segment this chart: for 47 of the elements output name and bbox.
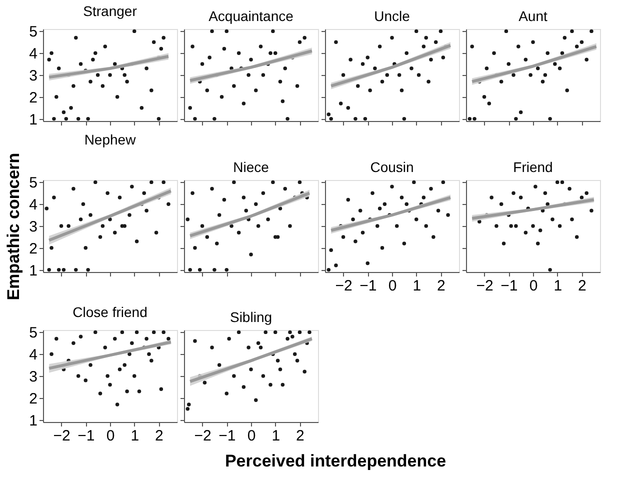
y-tick-label: 5 (29, 324, 38, 342)
x-tick-label: 1 (272, 428, 280, 444)
y-tick-label: 4 (29, 46, 38, 63)
chart-title: Cousin (370, 159, 414, 175)
y-tick-label: 2 (29, 240, 38, 258)
x-tick-label: 1 (130, 428, 140, 444)
x-tick-label: −2 (335, 278, 352, 294)
x-axis-title: Perceived interdependence (224, 452, 446, 470)
y-tick-label: 3 (29, 68, 38, 84)
x-tick-label: −1 (218, 428, 236, 444)
x-tick-label: −2 (53, 428, 70, 444)
x-tick-label: 2 (155, 428, 164, 444)
y-tick-label: 2 (29, 390, 38, 408)
chart-title: Uncle (374, 8, 410, 24)
x-tick-label: 0 (247, 428, 256, 444)
chart-title: Close friend (72, 304, 148, 320)
y-tick-label: 3 (29, 218, 38, 236)
x-tick-label: 2 (296, 428, 304, 444)
y-tick-label: 4 (29, 346, 38, 364)
x-tick-label: 1 (412, 278, 422, 294)
chart-title: Friend (513, 159, 553, 175)
x-tick-label: 1 (554, 278, 562, 294)
y-tick-label: 1 (29, 262, 38, 280)
y-tick-label: 1 (29, 412, 38, 430)
x-tick-label: 0 (529, 278, 538, 294)
x-tick-label: 2 (437, 278, 446, 294)
x-tick-label: −1 (360, 278, 377, 294)
x-tick-label: −1 (500, 278, 518, 294)
x-tick-label: −2 (194, 428, 212, 444)
y-tick-label: 3 (29, 368, 38, 386)
x-tick-label: 0 (106, 428, 115, 444)
y-tick-label: 5 (29, 174, 38, 192)
chart-title: Acquaintance (208, 8, 294, 24)
y-axis-title: Empathic concern (4, 152, 24, 300)
x-tick-label: 0 (388, 278, 397, 294)
x-tick-label: −2 (476, 278, 494, 294)
y-tick-label: 1 (29, 111, 38, 128)
y-tick-label: 5 (29, 24, 38, 41)
y-tick-label: 2 (29, 89, 38, 106)
x-tick-label: −1 (78, 428, 95, 444)
chart-title: Aunt (518, 8, 548, 24)
chart-title: Stranger (83, 3, 138, 20)
chart-title: Nephew (84, 131, 137, 148)
chart-title: Niece (233, 159, 270, 175)
y-tick-label: 4 (29, 196, 38, 214)
x-tick-label: 2 (578, 278, 586, 294)
chart-title: Sibling (230, 309, 272, 325)
